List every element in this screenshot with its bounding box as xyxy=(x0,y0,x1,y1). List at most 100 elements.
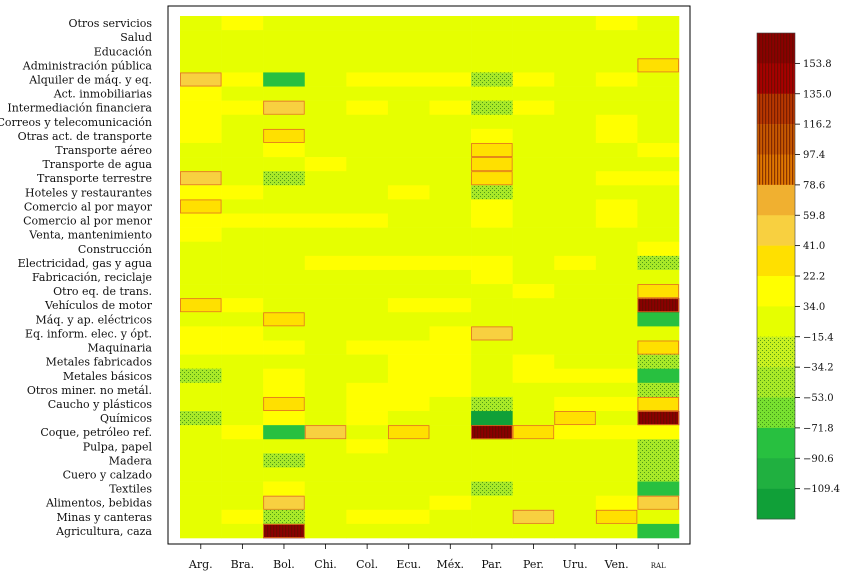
heatmap-cell xyxy=(471,312,513,327)
heatmap-cell xyxy=(554,16,597,31)
heatmap-cell xyxy=(595,312,638,327)
heatmap-cell xyxy=(595,199,638,214)
heatmap-cell xyxy=(221,241,264,257)
heatmap-cell xyxy=(221,185,264,200)
y-tick-label: Coque, petróleo ref. xyxy=(40,426,152,439)
heatmap-cell xyxy=(180,114,222,130)
heatmap-cell xyxy=(346,382,389,398)
heatmap-cell xyxy=(221,157,264,172)
heatmap-cell xyxy=(429,439,472,454)
heatmap-cell xyxy=(263,185,306,200)
heatmap-cell xyxy=(512,368,555,384)
legend-swatch xyxy=(757,458,795,489)
y-tick-label: Otro eq. de trans. xyxy=(53,285,152,298)
heatmap-cell xyxy=(221,269,264,285)
heatmap-cell xyxy=(512,199,555,214)
heatmap-cell xyxy=(595,269,638,285)
heatmap-cell-pattern xyxy=(471,185,513,200)
heatmap-cell xyxy=(595,128,638,144)
heatmap-cell xyxy=(471,326,513,341)
heatmap-cell xyxy=(304,368,347,384)
heatmap-cell xyxy=(429,481,472,496)
heatmap-cell xyxy=(471,368,513,384)
heatmap-cell xyxy=(263,269,306,285)
heatmap-cell xyxy=(471,58,513,73)
heatmap-cell xyxy=(387,171,430,186)
heatmap-cell xyxy=(221,86,264,101)
heatmap-cell xyxy=(429,312,472,327)
heatmap-cell xyxy=(512,509,555,525)
heatmap-cell xyxy=(512,481,555,496)
heatmap-cell-outline xyxy=(388,425,430,440)
legend-swatch xyxy=(757,488,795,520)
heatmap-cell xyxy=(554,382,597,398)
heatmap-cell xyxy=(554,255,597,271)
heatmap-cell xyxy=(180,396,222,412)
heatmap-cell xyxy=(512,128,555,144)
legend-swatch-pattern xyxy=(757,33,795,64)
heatmap-cell xyxy=(387,199,430,214)
heatmap-cell-pattern xyxy=(637,467,679,482)
heatmap-cell xyxy=(471,284,513,299)
heatmap-cell xyxy=(637,199,680,214)
heatmap-cell xyxy=(595,255,638,271)
heatmap-cell xyxy=(180,481,222,496)
heatmap-cell-pattern xyxy=(180,368,222,383)
heatmap-cell xyxy=(637,326,680,341)
heatmap-cell xyxy=(304,523,347,539)
heatmap-cell xyxy=(554,157,597,172)
heatmap-cell-pattern xyxy=(637,453,679,468)
heatmap-cell xyxy=(263,44,306,59)
heatmap-cell xyxy=(512,298,555,313)
y-tick-label: Cuero y calzado xyxy=(63,469,153,482)
heatmap-cell xyxy=(180,44,222,59)
heatmap-cell xyxy=(471,298,513,313)
heatmap-cell xyxy=(263,58,306,73)
heatmap-cell xyxy=(429,411,472,426)
heatmap-cell-pattern xyxy=(263,171,305,186)
heatmap-cell xyxy=(637,227,680,243)
heatmap-cell xyxy=(637,128,680,144)
heatmap-cell xyxy=(512,16,555,31)
heatmap-cell xyxy=(471,128,513,144)
heatmap-cell xyxy=(304,114,347,130)
heatmap-cell-pattern xyxy=(263,509,305,524)
heatmap-cell xyxy=(429,213,472,228)
heatmap-cell xyxy=(554,396,597,412)
heatmap-cell-pattern xyxy=(471,100,513,115)
heatmap-cell xyxy=(429,157,472,172)
heatmap-cell-outline xyxy=(637,397,679,411)
heatmap-cell xyxy=(429,128,472,144)
x-tick-label: Méx. xyxy=(437,558,464,571)
legend-swatch-pattern xyxy=(757,154,795,185)
heatmap-cell xyxy=(637,100,680,116)
heatmap-cell xyxy=(595,114,638,130)
heatmap-cell xyxy=(387,495,430,511)
legend-tick-label: −71.8 xyxy=(803,423,834,434)
heatmap-cell xyxy=(471,255,513,271)
heatmap-cell xyxy=(346,312,389,327)
y-tick-label: Educación xyxy=(94,45,152,58)
heatmap-cell xyxy=(221,368,264,384)
legend-swatch xyxy=(757,215,795,246)
y-tick-label: Químicos xyxy=(100,412,152,425)
heatmap-cell xyxy=(221,44,264,59)
heatmap-cell xyxy=(554,509,597,525)
heatmap-cell xyxy=(346,396,389,412)
heatmap-cell xyxy=(429,255,472,271)
heatmap-cell xyxy=(387,255,430,271)
heatmap-cell xyxy=(180,227,222,243)
heatmap-cell xyxy=(304,340,347,355)
y-tick-label: Pulpa, papel xyxy=(83,440,153,453)
heatmap-cell xyxy=(637,269,680,285)
heatmap-cell xyxy=(595,368,638,384)
y-tick-label: Metales fabricados xyxy=(46,356,153,369)
heatmap-cell xyxy=(263,227,306,243)
legend-swatch xyxy=(757,245,795,277)
heatmap-cell xyxy=(304,495,347,511)
y-tick-label: Transporte aéreo xyxy=(55,144,152,157)
heatmap-cell xyxy=(346,467,389,482)
y-tick-label: Caucho y plásticos xyxy=(48,398,153,411)
heatmap-cell xyxy=(221,326,264,341)
